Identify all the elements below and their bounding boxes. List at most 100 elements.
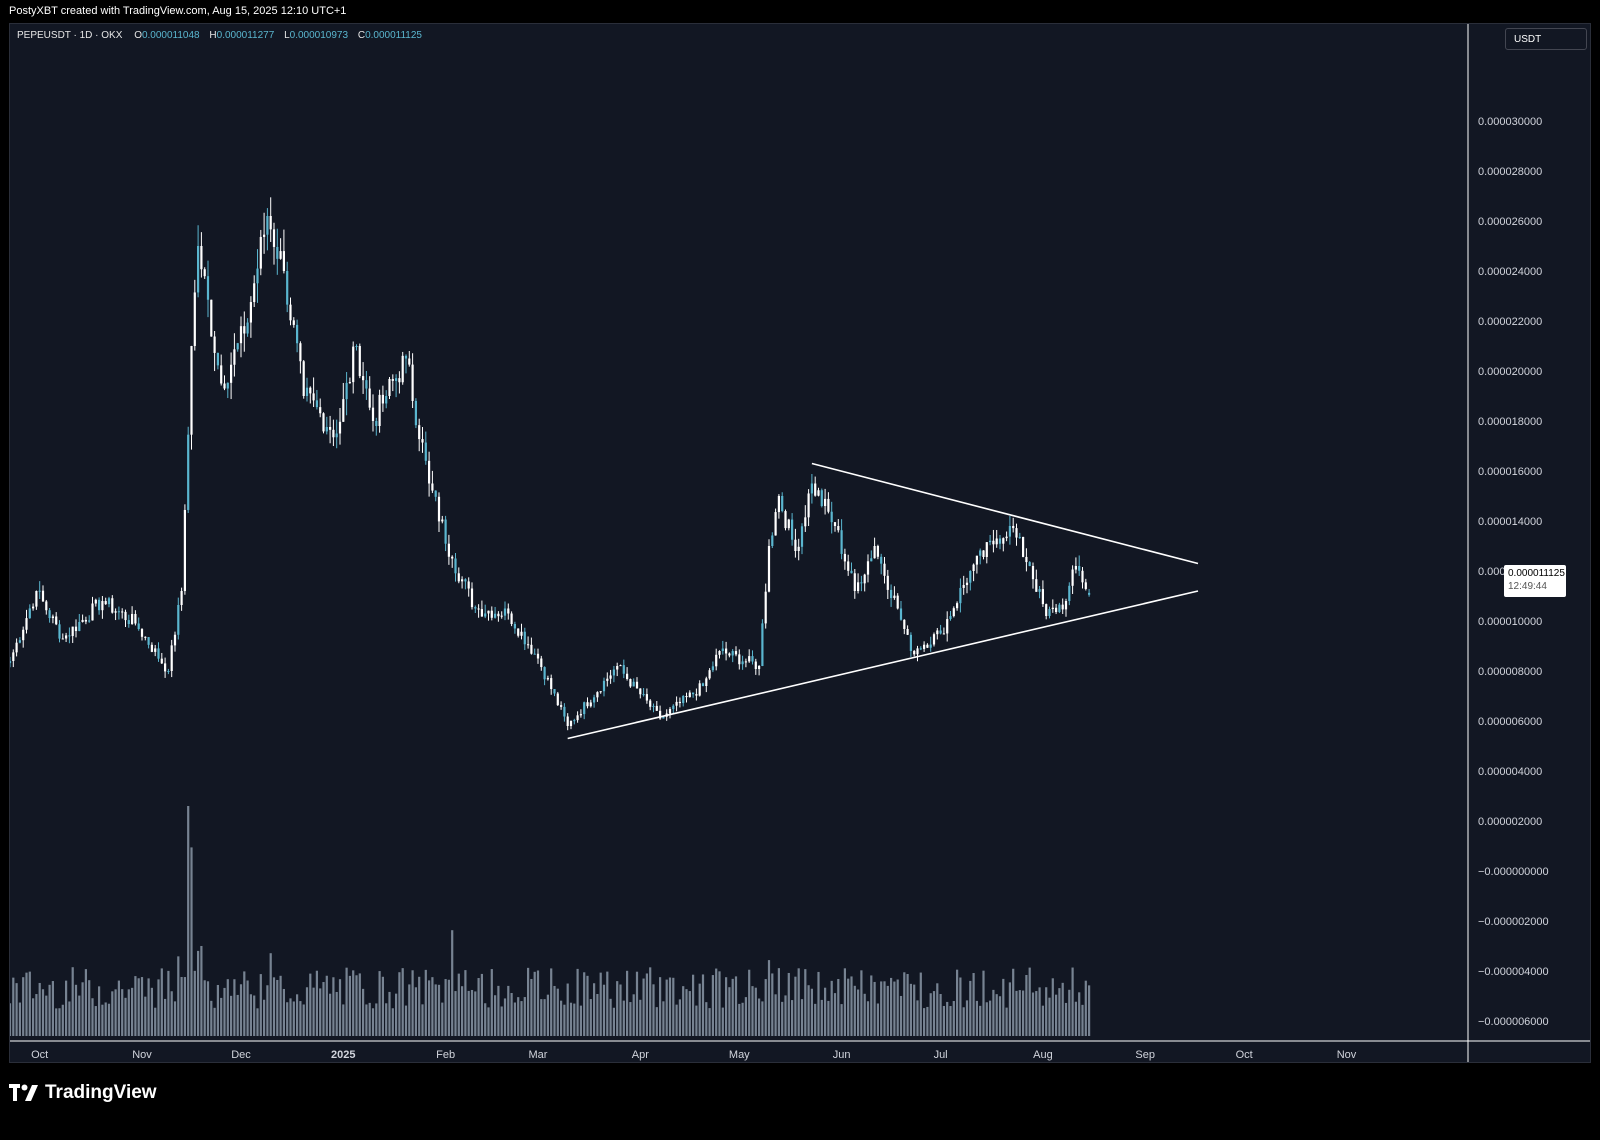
volume-bar <box>431 977 434 1036</box>
candle <box>767 546 771 592</box>
volume-bar <box>187 806 190 1036</box>
candle <box>1058 604 1061 613</box>
price-chart[interactable]: 0.000030000 0.000028000 0.000026000 0.00002… <box>10 24 1590 1062</box>
symbol-label[interactable]: PEPEUSDT · 1D · OKX <box>17 30 123 41</box>
candle <box>18 640 21 643</box>
volume-bar <box>853 985 856 1036</box>
candle <box>982 550 985 557</box>
candle <box>560 705 563 707</box>
candle <box>734 651 738 655</box>
volume-bar <box>206 981 210 1036</box>
candle <box>777 496 780 513</box>
volume-bar <box>553 985 556 1036</box>
currency-selector[interactable]: USDT <box>1505 28 1587 50</box>
volume-bar <box>556 988 559 1036</box>
candle <box>840 530 843 554</box>
volume-bar <box>1041 1005 1044 1036</box>
volume-bar <box>893 981 896 1036</box>
candle <box>833 522 837 526</box>
volume-bar <box>154 1007 157 1036</box>
y-tick-label: 0.000024000 <box>1478 266 1542 278</box>
volume-bar <box>484 1003 487 1036</box>
volume-bar <box>114 989 117 1036</box>
volume-bar <box>256 1008 259 1036</box>
volume-bar <box>688 991 691 1036</box>
volume-bar <box>843 968 846 1036</box>
candle <box>705 678 708 686</box>
candle <box>1078 566 1081 571</box>
volume-bar <box>916 1000 919 1036</box>
volume-bar <box>296 994 299 1036</box>
volume-bar <box>959 977 962 1036</box>
volume-bar <box>744 997 747 1036</box>
volume-bar <box>695 1005 698 1036</box>
volume-bar <box>731 978 734 1036</box>
candle <box>157 648 160 659</box>
volume-bar <box>157 979 160 1036</box>
candle <box>477 608 480 610</box>
candle <box>65 635 68 639</box>
candle <box>111 598 114 613</box>
volume-bar <box>1015 990 1018 1036</box>
x-tick-label: Nov <box>1337 1049 1357 1061</box>
candle <box>616 666 619 670</box>
candle <box>88 620 91 622</box>
volume-bar <box>510 992 513 1036</box>
candle <box>748 656 751 662</box>
y-tick-label: 0.000018000 <box>1478 416 1542 428</box>
candle <box>503 608 507 616</box>
volume-bar <box>276 979 279 1036</box>
candle <box>995 538 998 545</box>
trendline-descending-resistance[interactable] <box>811 462 1199 565</box>
tradingview-logo-icon <box>9 1084 38 1101</box>
volume-bar <box>820 999 823 1036</box>
candle <box>682 696 685 704</box>
candle <box>932 634 936 645</box>
candle <box>497 613 500 617</box>
trendline-ascending-support[interactable] <box>567 590 1199 740</box>
candle <box>794 539 797 551</box>
candle <box>441 519 444 522</box>
volume-bar <box>652 984 655 1036</box>
candle <box>728 653 731 656</box>
volume-bar <box>117 980 120 1036</box>
y-tick-label: −0.000006000 <box>1478 1016 1549 1028</box>
volume-bar <box>454 991 457 1036</box>
volume-bar <box>48 984 51 1036</box>
volume-bar <box>140 977 144 1036</box>
candle <box>606 678 609 681</box>
candle <box>626 673 629 680</box>
candle <box>309 387 312 394</box>
candle <box>655 705 658 711</box>
candle <box>500 615 503 617</box>
volume-bar <box>866 1001 870 1036</box>
volume-bar <box>365 1004 368 1036</box>
x-tick-label: Sep <box>1135 1049 1155 1061</box>
volume-bar <box>266 985 269 1036</box>
volume-bar <box>896 979 899 1036</box>
volume-bar <box>220 997 223 1036</box>
volume-bar <box>352 970 355 1036</box>
volume-bar <box>464 970 467 1036</box>
candle <box>721 648 724 651</box>
volume-bar <box>827 1000 830 1036</box>
volume-bar <box>579 1005 582 1036</box>
candle <box>282 251 285 271</box>
candle <box>134 613 137 624</box>
volume-bar <box>418 976 421 1036</box>
volume-bar <box>355 975 358 1036</box>
chart-frame[interactable]: 0.000030000 0.000028000 0.000026000 0.00002… <box>9 23 1591 1063</box>
candle <box>137 623 140 630</box>
candle <box>28 608 31 619</box>
candle <box>431 483 434 491</box>
candle <box>193 292 196 346</box>
candle <box>121 611 124 613</box>
candle <box>576 715 579 721</box>
volume-bar <box>952 1001 955 1036</box>
last-price-value: 0.000011125 <box>1508 568 1565 579</box>
brand-footer[interactable]: TradingView <box>9 1078 157 1108</box>
volume-bar <box>88 980 91 1036</box>
candle <box>35 591 38 607</box>
candle <box>41 590 45 602</box>
candle <box>375 421 378 426</box>
